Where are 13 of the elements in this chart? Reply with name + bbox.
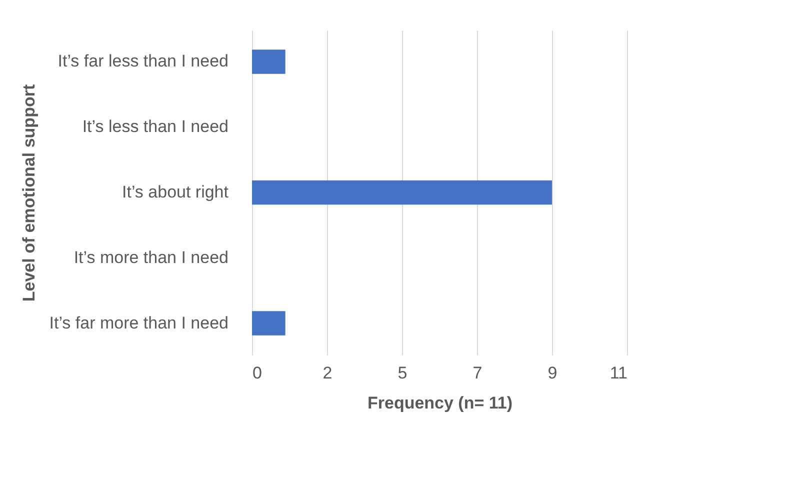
y-axis-title: Level of emotional support <box>20 84 38 302</box>
x-tick-label: 9 <box>548 364 558 382</box>
y-tick-label: It’s far more than I need <box>49 313 228 332</box>
y-tick-label: It’s far less than I need <box>58 52 228 71</box>
y-tick-label: It’s more than I need <box>74 248 228 267</box>
x-tick-label: 7 <box>472 364 482 382</box>
x-tick-label: 0 <box>252 364 262 382</box>
y-tick-label: It’s less than I need <box>82 117 228 136</box>
x-tick-label: 2 <box>322 364 332 382</box>
x-tick-label: 11 <box>610 364 628 382</box>
y-tick-label: It’s about right <box>122 182 229 202</box>
x-axis-title: Frequency (n= 11) <box>367 394 513 412</box>
x-tick-label: 5 <box>398 364 408 382</box>
